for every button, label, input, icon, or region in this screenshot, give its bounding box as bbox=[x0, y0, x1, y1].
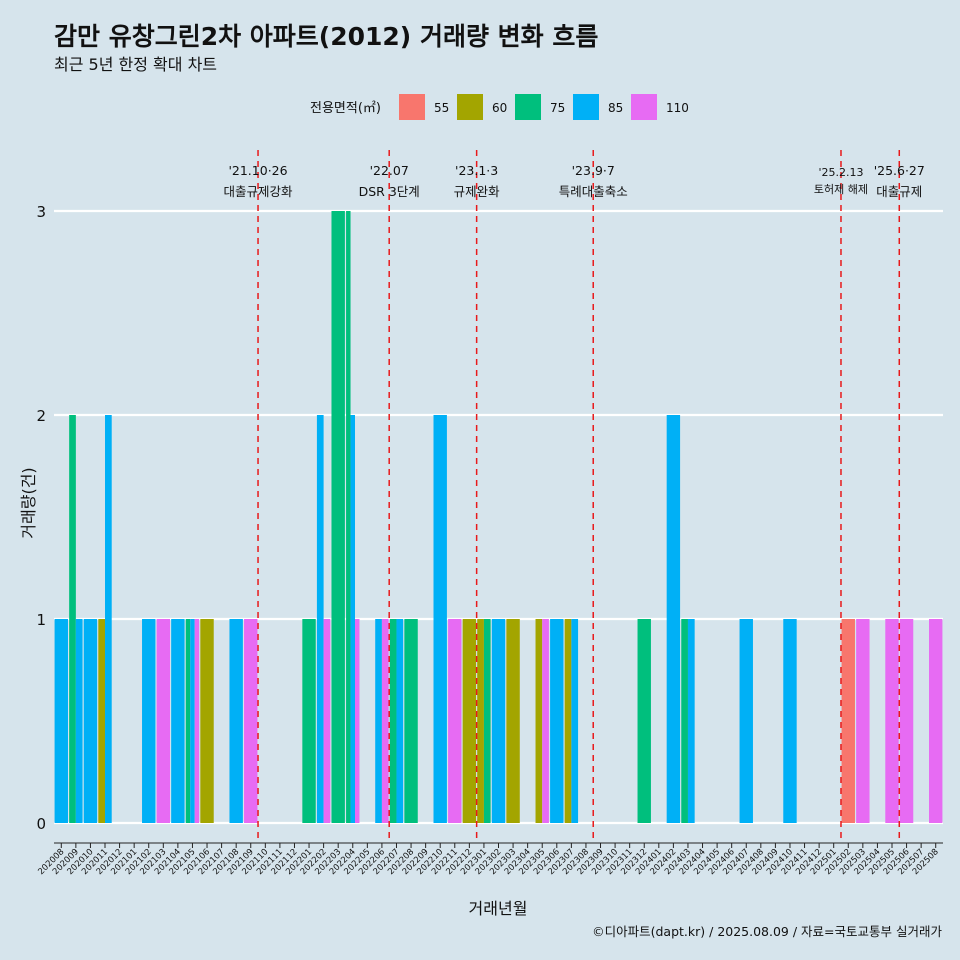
x-axis: 2020082020092020102020112020122021012021… bbox=[36, 842, 943, 877]
bar-202105-75 bbox=[185, 619, 191, 823]
bar-202106-60 bbox=[200, 619, 214, 823]
bar-202503-110 bbox=[856, 619, 870, 823]
y-tick-label: 3 bbox=[36, 203, 46, 221]
bar-202410-85 bbox=[783, 619, 797, 823]
event-date: '21.10·26 bbox=[228, 163, 287, 178]
event-date: '23.1·3 bbox=[455, 163, 498, 178]
event-label: 토허제 해제 bbox=[814, 182, 868, 196]
bar-202301-60 bbox=[477, 619, 484, 823]
legend-swatch-60 bbox=[457, 94, 483, 120]
event-date: '23.9·7 bbox=[572, 163, 615, 178]
bar-202105-110 bbox=[194, 619, 200, 823]
chart-subtitle: 최근 5년 한정 확대 차트 bbox=[54, 55, 217, 74]
event-date: '25.6·27 bbox=[874, 163, 925, 178]
bar-202508-110 bbox=[929, 619, 943, 823]
chart-title: 감만 유창그린2차 아파트(2012) 거래량 변화 흐름 bbox=[54, 22, 598, 51]
y-tick-label: 0 bbox=[36, 815, 46, 833]
bar-202506-110 bbox=[899, 619, 914, 823]
bar-202204-110 bbox=[355, 619, 360, 823]
event-label: DSR 3단계 bbox=[359, 184, 420, 199]
y-tick-label: 2 bbox=[36, 407, 46, 425]
bar-202102-85 bbox=[142, 619, 156, 823]
bar-202204-75 bbox=[346, 211, 351, 823]
bar-202303-60 bbox=[506, 619, 520, 823]
bar-202010-85 bbox=[83, 619, 98, 823]
event-label: 대출규제 bbox=[876, 184, 922, 199]
bar-202307-85 bbox=[571, 619, 579, 823]
bar-202201-75 bbox=[302, 619, 316, 823]
bar-202301-75 bbox=[483, 619, 491, 823]
bar-202305-110 bbox=[542, 619, 549, 823]
bar-202403-75 bbox=[681, 619, 688, 823]
bar-202103-110 bbox=[156, 619, 171, 823]
bar-202403-85 bbox=[687, 619, 695, 823]
bar-202312-75 bbox=[637, 619, 651, 823]
bar-202502-55 bbox=[841, 619, 855, 823]
bar-202011-85 bbox=[105, 415, 112, 823]
bar-202009-75 bbox=[69, 415, 76, 823]
y-tick-label: 1 bbox=[36, 611, 46, 629]
bar-202008-85 bbox=[54, 619, 68, 823]
bar-202104-85 bbox=[171, 619, 185, 823]
legend-swatch-55 bbox=[399, 94, 425, 120]
legend-label-55: 55 bbox=[434, 101, 449, 115]
y-axis: 0 1 2 3 bbox=[36, 203, 46, 833]
bar-202011-60 bbox=[98, 619, 105, 823]
event-label: 대출규제강화 bbox=[224, 184, 294, 199]
legend-label-110: 110 bbox=[666, 101, 689, 115]
bar-202306-85 bbox=[550, 619, 564, 823]
bar-202208-75 bbox=[404, 619, 418, 823]
legend-label-85: 85 bbox=[608, 101, 623, 115]
x-axis-title: 거래년월 bbox=[469, 899, 528, 918]
policy-events: '21.10·26 대출규제강화 '22.07 DSR 3단계 '23.1·3 규제완화 '… bbox=[224, 150, 925, 843]
bar-202202-110 bbox=[323, 619, 331, 823]
bar-202109-110 bbox=[244, 619, 258, 823]
event-label: 규제완화 bbox=[454, 184, 501, 199]
event-label: 특례대출축소 bbox=[559, 184, 628, 199]
legend: 전용면적(㎡) 55 60 75 85 110 bbox=[310, 94, 689, 120]
bar-202203-75 bbox=[331, 211, 345, 823]
bar-202210-85 bbox=[433, 415, 447, 823]
bar-202407-85 bbox=[739, 619, 753, 823]
bar-202206-110 bbox=[381, 619, 389, 823]
bar-202305-60 bbox=[535, 619, 543, 823]
bar-202207-75 bbox=[389, 619, 397, 823]
legend-label-75: 75 bbox=[550, 101, 565, 115]
legend-swatch-75 bbox=[515, 94, 541, 120]
bar-202204-85 bbox=[350, 415, 355, 823]
bar-202206-85 bbox=[375, 619, 382, 823]
bar-202009-85 bbox=[75, 619, 83, 823]
bar-202505-110 bbox=[885, 619, 899, 823]
legend-swatch-85 bbox=[573, 94, 599, 120]
bar-202212-60 bbox=[462, 619, 477, 823]
legend-title: 전용면적(㎡) bbox=[310, 101, 381, 116]
bar-202307-60 bbox=[564, 619, 572, 823]
legend-label-60: 60 bbox=[492, 101, 507, 115]
bar-202108-85 bbox=[229, 619, 243, 823]
event-date: '22.07 bbox=[370, 163, 409, 178]
bar-202402-85 bbox=[666, 415, 681, 823]
bar-202211-110 bbox=[448, 619, 462, 823]
bar-202207-85 bbox=[396, 619, 404, 823]
bar-202202-85 bbox=[316, 415, 324, 823]
bar-202105-85 bbox=[190, 619, 195, 823]
chart-caption: ©디아파트(dapt.kr) / 2025.08.09 / 자료=국토교통부 실… bbox=[592, 924, 942, 939]
y-axis-title: 거래량(건) bbox=[19, 467, 38, 538]
bar-series bbox=[54, 211, 943, 823]
bar-202302-85 bbox=[491, 619, 506, 823]
legend-swatch-110 bbox=[631, 94, 657, 120]
event-date: '25.2.13 bbox=[818, 166, 863, 179]
